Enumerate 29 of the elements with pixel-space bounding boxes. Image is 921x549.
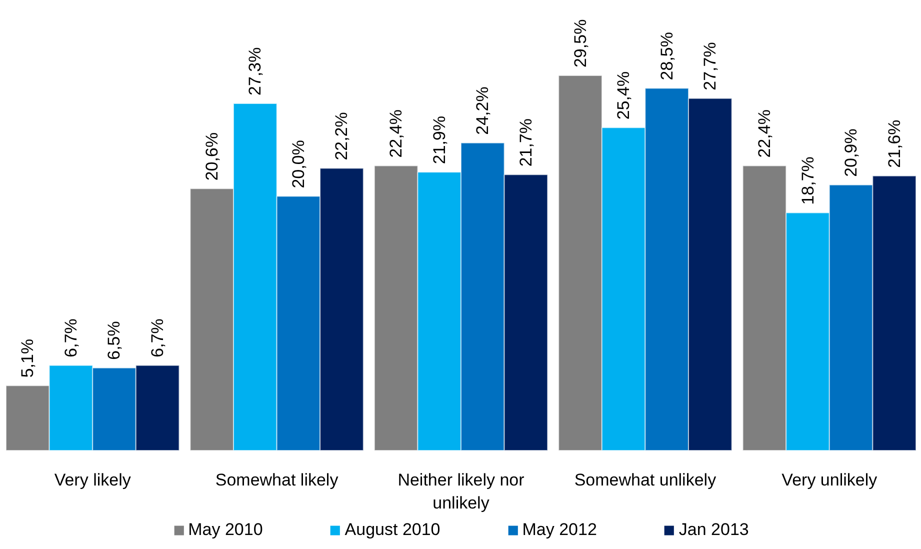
- data-label: 6,7%: [148, 318, 168, 358]
- legend-label: May 2010: [188, 520, 263, 540]
- data-label: 24,2%: [473, 86, 492, 135]
- data-label: 21,9%: [430, 116, 449, 164]
- data-label: 20,6%: [202, 132, 222, 181]
- data-label: 27,7%: [700, 42, 720, 90]
- legend-label: May 2012: [522, 520, 597, 540]
- data-label: 22,4%: [386, 110, 406, 158]
- data-label: 20,9%: [842, 128, 861, 177]
- x-tick-label: Somewhat unlikely: [574, 470, 717, 490]
- legend-label: August 2010: [344, 520, 440, 540]
- legend-label: Jan 2013: [678, 520, 749, 540]
- data-label: 18,7%: [798, 156, 818, 205]
- data-label: 21,6%: [884, 120, 904, 168]
- data-label: 21,7%: [516, 118, 536, 167]
- data-label: 22,2%: [332, 112, 352, 160]
- x-tick-label: Somewhat likely: [215, 470, 339, 490]
- data-label: 6,5%: [104, 321, 124, 360]
- data-label: 27,3%: [246, 47, 265, 96]
- data-label: 6,7%: [61, 318, 80, 358]
- data-label: 25,4%: [614, 71, 634, 120]
- data-label: 20,0%: [288, 140, 308, 188]
- x-tick-label: Very likely: [54, 470, 132, 490]
- data-label: 5,1%: [18, 338, 38, 378]
- x-tick-label: Very unlikely: [782, 470, 878, 490]
- x-tick-label: Neither likely nor unlikely: [398, 470, 525, 512]
- data-label: 29,5%: [570, 19, 590, 68]
- data-label: 28,5%: [657, 32, 676, 80]
- data-label: 22,4%: [754, 110, 774, 158]
